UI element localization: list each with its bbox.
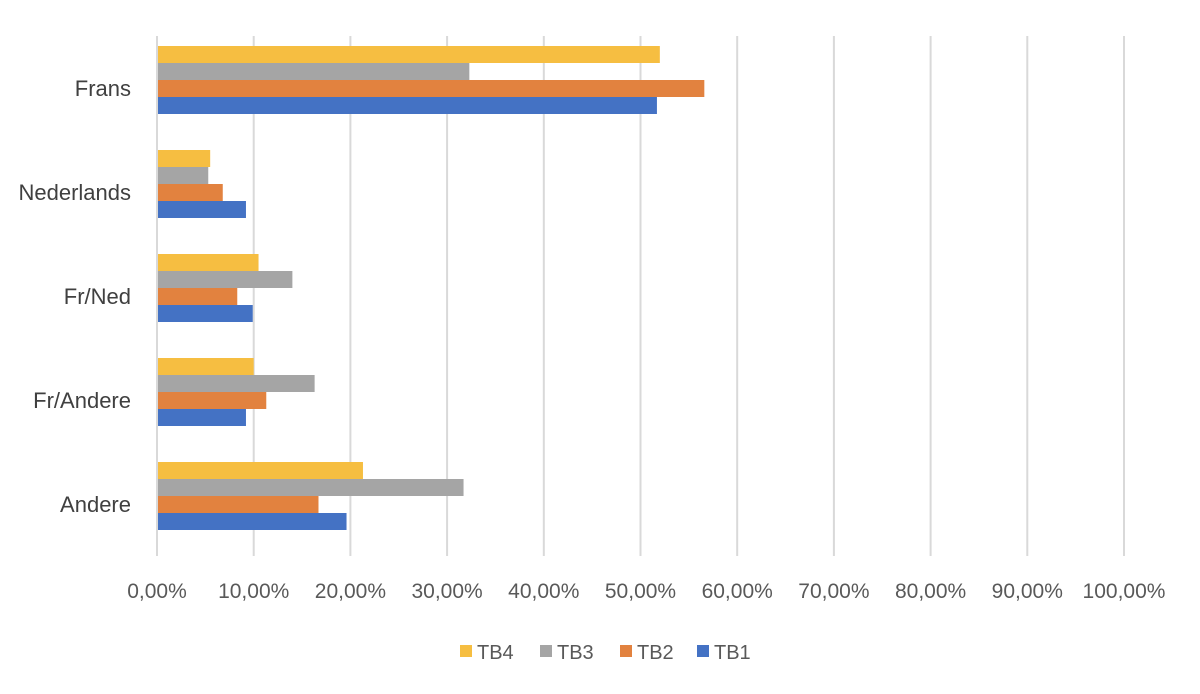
bar-tb2-frans	[157, 80, 705, 97]
legend-label: TB3	[557, 642, 594, 664]
x-tick-label: 60,00%	[702, 580, 773, 603]
bar-tb4-fr-ned	[157, 254, 259, 271]
bar-tb2-nederlands	[157, 184, 223, 201]
bar-tb4-frans	[157, 46, 660, 63]
gridlines	[252, 36, 1125, 556]
x-tick-label: 70,00%	[798, 580, 869, 603]
x-tick-label: 100,00%	[1083, 580, 1166, 603]
x-tick-label: 90,00%	[992, 580, 1063, 603]
legend-item-tb2: TB2	[620, 642, 674, 664]
bar-tb1-andere	[157, 513, 347, 530]
x-tick-label: 20,00%	[315, 580, 386, 603]
bar-tb3-fr-ned	[157, 271, 293, 288]
category-label: Frans	[75, 76, 131, 101]
bar-tb1-nederlands	[157, 201, 246, 218]
bar-tb4-fr-andere	[157, 358, 254, 375]
legend-swatch	[540, 645, 552, 657]
x-tick-labels: 0,00% 10,00% 20,00% 30,00% 40,00% 50,00% 60,00…	[127, 580, 1165, 603]
legend-swatch	[620, 645, 632, 657]
x-tick-label: 30,00%	[411, 580, 482, 603]
legend-item-tb3: TB3	[540, 642, 594, 664]
category-labels: Frans Nederlands Fr/Ned Fr/Andere Andere	[18, 76, 131, 517]
legend-swatch	[697, 645, 709, 657]
category-label: Fr/Ned	[64, 284, 131, 309]
bar-tb2-fr-ned	[157, 288, 238, 305]
category-label: Andere	[60, 492, 131, 517]
bar-tb3-frans	[157, 63, 470, 80]
bar-tb3-nederlands	[157, 167, 209, 184]
bar-tb4-andere	[157, 462, 363, 479]
legend-item-tb4: TB4	[460, 642, 514, 664]
legend-swatch	[460, 645, 472, 657]
bar-tb2-andere	[157, 496, 319, 513]
bar-tb1-fr-ned	[157, 305, 253, 322]
x-tick-label: 10,00%	[218, 580, 289, 603]
legend-label: TB1	[714, 642, 751, 664]
category-label: Fr/Andere	[33, 388, 131, 413]
x-tick-label: 40,00%	[508, 580, 579, 603]
bar-tb4-nederlands	[157, 150, 211, 167]
legend: TB4 TB3 TB2 TB1	[460, 642, 751, 664]
legend-item-tb1: TB1	[697, 642, 751, 664]
bar-tb3-fr-andere	[157, 375, 315, 392]
legend-label: TB2	[637, 642, 674, 664]
bar-tb3-andere	[157, 479, 464, 496]
x-tick-label: 50,00%	[605, 580, 676, 603]
bar-tb1-frans	[157, 97, 657, 114]
category-label: Nederlands	[18, 180, 131, 205]
x-tick-label: 80,00%	[895, 580, 966, 603]
legend-label: TB4	[477, 642, 514, 664]
bars	[157, 46, 705, 530]
bar-tb1-fr-andere	[157, 409, 246, 426]
x-tick-label: 0,00%	[127, 580, 187, 603]
bar-tb2-fr-andere	[157, 392, 267, 409]
